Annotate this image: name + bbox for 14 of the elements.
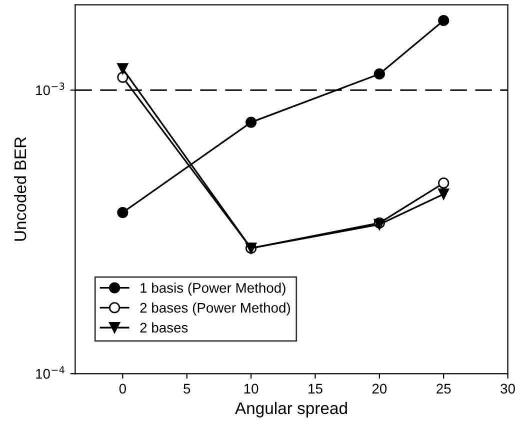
x-tick-label: 10 xyxy=(244,384,258,394)
x-tick-label: 25 xyxy=(436,384,451,394)
x-tick-label: 0 xyxy=(119,384,126,394)
legend-label: 1 basis (Power Method) xyxy=(140,282,286,296)
x-tick-label: 5 xyxy=(184,384,190,394)
legend-label: 2 bases (Power Method) xyxy=(140,302,290,316)
x-tick-label: 30 xyxy=(500,384,515,394)
y-tick-label: 10$^{−3}$ xyxy=(36,82,64,96)
legend-label: 2 bases xyxy=(140,322,188,333)
y-tick-label: 10$^{−4}$ xyxy=(36,366,64,379)
y-axis-title: Uncoded BER xyxy=(14,137,26,241)
x-tick-label: 15 xyxy=(308,384,322,394)
x-axis-title: Angular spread xyxy=(235,402,347,418)
x-tick-label: 20 xyxy=(372,384,387,394)
